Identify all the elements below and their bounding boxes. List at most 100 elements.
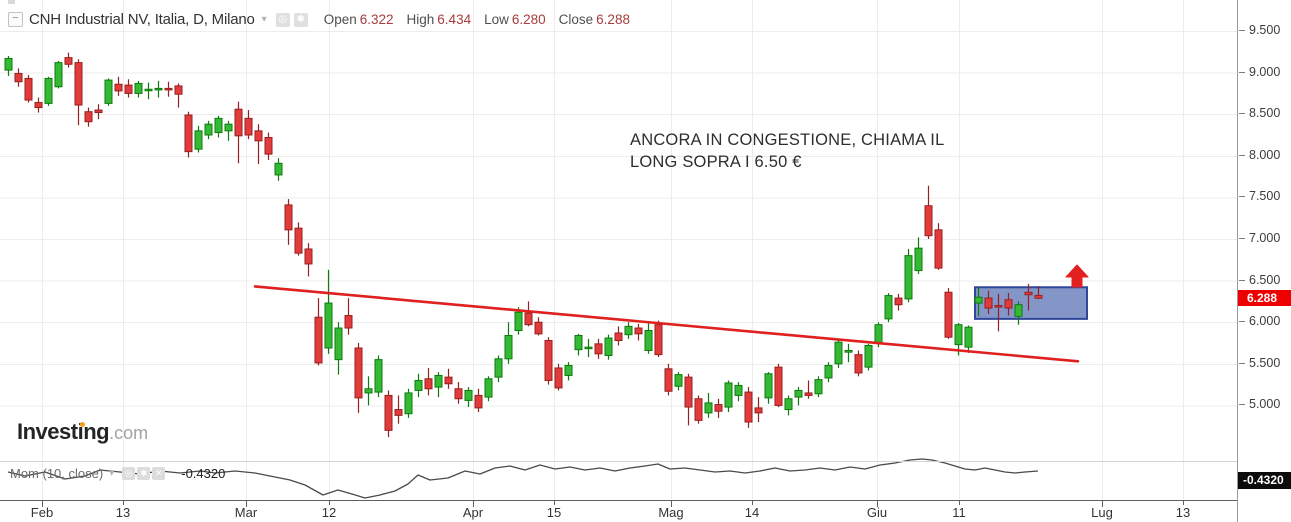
candle-body xyxy=(884,295,893,320)
candle-body xyxy=(794,389,803,398)
high-value: 6.434 xyxy=(437,12,472,27)
candle-body xyxy=(754,407,763,414)
candle-body xyxy=(864,344,873,368)
price-tick-label: 6.500 xyxy=(1239,273,1280,287)
price-tick-label: 8.000 xyxy=(1239,148,1280,162)
candle-body xyxy=(964,326,973,348)
time-tick-label: Mar xyxy=(234,505,258,520)
open-label: Open xyxy=(323,12,357,27)
candle-body xyxy=(454,388,463,400)
candle-body xyxy=(384,394,393,431)
candle-body xyxy=(284,204,293,231)
brand-dot-icon xyxy=(80,422,85,427)
candle-body xyxy=(254,130,263,142)
gear-icon[interactable]: ✱ xyxy=(137,467,151,480)
candle-body xyxy=(1004,299,1013,309)
price-axis[interactable]: 9.500 9.000 8.500 8.000 7.500 7.000 6.500 6.000… xyxy=(1237,0,1291,522)
candle-body xyxy=(354,347,363,399)
candle-body xyxy=(124,84,133,94)
up-arrow[interactable] xyxy=(1065,264,1089,288)
candle-body xyxy=(984,297,993,309)
candle-body xyxy=(294,227,303,254)
candle-body xyxy=(134,82,143,94)
candle-body xyxy=(724,382,733,408)
candle-body xyxy=(854,354,863,374)
candle-body xyxy=(534,321,543,335)
candle-body xyxy=(194,130,203,150)
candle-body xyxy=(364,388,373,394)
candle-body xyxy=(314,316,323,364)
target-icon[interactable]: ◎ xyxy=(122,467,136,480)
time-tick-label: 12 xyxy=(321,505,337,520)
watermark-brand: Investing xyxy=(17,419,110,444)
candle-body xyxy=(544,340,553,381)
candle-body xyxy=(704,402,713,414)
time-tick-label: Apr xyxy=(462,505,484,520)
price-tick-label: 7.000 xyxy=(1239,231,1280,245)
candle-body xyxy=(404,392,413,415)
momentum-label[interactable]: Mom (10, close) xyxy=(10,466,104,481)
chart-note-line1: ANCORA IN CONGESTIONE, CHIAMA IL xyxy=(630,131,945,149)
panel-separator xyxy=(0,461,1291,462)
symbol-title[interactable]: CNH Industrial NV, Italia, D, Milano xyxy=(29,11,255,28)
time-tick-label: 14 xyxy=(744,505,760,520)
candle-body xyxy=(614,332,623,342)
candle-body xyxy=(594,343,603,355)
candle-body xyxy=(114,83,123,92)
chevron-down-icon[interactable]: ▾ xyxy=(109,468,115,479)
chevron-down-icon[interactable]: ▾ xyxy=(261,14,267,25)
candle-body xyxy=(834,341,843,365)
candle-body xyxy=(184,114,193,153)
chart-note[interactable]: ANCORA IN CONGESTIONE, CHIAMA IL LONG SO… xyxy=(630,130,944,173)
candle-body xyxy=(74,62,83,106)
low-value: 6.280 xyxy=(511,12,546,27)
price-axis-tick xyxy=(1239,404,1245,406)
close-icon[interactable]: ✕ xyxy=(152,467,166,480)
candle-body xyxy=(674,374,683,387)
investing-watermark: Investing.com xyxy=(17,419,148,445)
low-label: Low xyxy=(484,12,509,27)
candle-body xyxy=(824,364,833,379)
gear-icon[interactable]: ✱ xyxy=(293,12,308,27)
candle-body xyxy=(244,117,253,136)
candle-body xyxy=(54,62,63,88)
candle-body xyxy=(764,373,773,399)
price-tick-label: 5.000 xyxy=(1239,397,1280,411)
time-axis-line xyxy=(0,500,1291,501)
price-axis-tick xyxy=(1239,30,1245,31)
collapse-icon[interactable]: − xyxy=(8,12,23,27)
candle-body xyxy=(414,379,423,391)
candle-body xyxy=(174,85,183,95)
candle-body xyxy=(604,337,613,356)
chart-header: − CNH Industrial NV, Italia, D, Milano ▾… xyxy=(8,11,643,28)
candle-body xyxy=(524,312,533,326)
momentum-header: Mom (10, close) ▾ ◎ ✱ ✕ -0.4320 xyxy=(10,466,225,481)
candle-body xyxy=(954,324,963,346)
candle-body xyxy=(344,315,353,329)
candle-body xyxy=(304,248,313,265)
candle-body xyxy=(1014,304,1023,317)
target-icon[interactable]: ◎ xyxy=(275,12,290,27)
chart-note-line2: LONG SOPRA I 6.50 € xyxy=(630,152,802,171)
time-tick-label: 13 xyxy=(1175,505,1191,520)
candle-body xyxy=(874,324,883,344)
candle-body xyxy=(894,297,903,306)
candle-body xyxy=(44,77,53,104)
close-label: Close xyxy=(558,12,594,27)
candle-body xyxy=(224,123,233,132)
candle-body xyxy=(434,374,443,388)
candle-body xyxy=(804,392,813,396)
candle-body xyxy=(204,123,213,136)
trendline[interactable] xyxy=(253,285,1080,363)
candle-body xyxy=(934,229,943,269)
candle-body xyxy=(514,311,523,332)
candle-body xyxy=(774,366,783,406)
price-axis-tick xyxy=(1239,154,1245,156)
candle-body xyxy=(24,77,33,101)
candle-body xyxy=(924,205,933,237)
price-axis-tick xyxy=(1239,362,1245,364)
candle-body xyxy=(624,325,633,336)
price-tick-label: 9.500 xyxy=(1239,23,1280,37)
price-axis-tick xyxy=(1239,279,1245,281)
